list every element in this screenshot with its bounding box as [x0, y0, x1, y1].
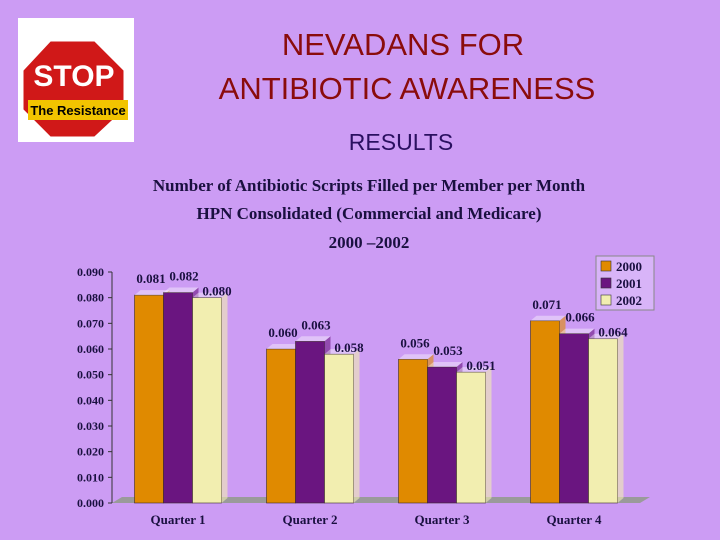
y-tick-label: 0.060 — [77, 342, 104, 356]
bar-side — [353, 349, 360, 503]
slide-subtitle: RESULTS — [349, 129, 453, 155]
y-tick-label: 0.030 — [77, 419, 104, 433]
x-tick-label: Quarter 4 — [547, 512, 602, 527]
x-tick-label: Quarter 3 — [415, 512, 470, 527]
bar-top — [398, 354, 434, 360]
bar — [530, 320, 560, 504]
chart-title: Number of Antibiotic Scripts Filled per … — [153, 176, 586, 195]
x-tick-label: Quarter 2 — [283, 512, 338, 527]
bar — [588, 338, 618, 504]
value-label: 0.064 — [598, 325, 628, 340]
legend-label: 2002 — [616, 293, 642, 308]
plot: 0.000 0.010 0.020 0.030 0.040 0.050 0.060 0.070… — [77, 255, 655, 527]
bar-top — [530, 315, 566, 321]
bar — [163, 292, 193, 504]
bar-top — [134, 290, 170, 296]
bar-side — [485, 367, 492, 503]
value-label: 0.082 — [169, 269, 198, 284]
chart-title: 2000 –2002 — [329, 233, 410, 252]
slide-title: NEVADANS FOR — [282, 27, 524, 62]
bar — [324, 353, 354, 504]
value-label: 0.056 — [400, 335, 430, 350]
value-label: 0.063 — [301, 317, 331, 332]
value-label: 0.080 — [202, 284, 231, 299]
floor — [112, 497, 650, 503]
bar-top — [588, 333, 624, 339]
legend-label: 2000 — [616, 259, 642, 274]
legend-label: 2001 — [616, 276, 642, 291]
logo-banner-bg — [28, 100, 128, 120]
value-label: 0.051 — [466, 358, 495, 373]
chart-title: HPN Consolidated (Commercial and Medicar… — [197, 204, 542, 223]
bar-top — [427, 361, 463, 367]
bar-top — [266, 344, 302, 349]
value-label: 0.053 — [433, 343, 463, 358]
y-tick-label: 0.050 — [77, 368, 104, 382]
value-label: 0.071 — [532, 297, 561, 312]
y-tick-label: 0.020 — [77, 445, 104, 459]
bar-top — [192, 292, 228, 298]
logo-banner: The Resistance — [30, 103, 125, 118]
bar — [456, 371, 486, 504]
y-tick-label: 0.010 — [77, 470, 104, 484]
y-tick-label: 0.080 — [77, 291, 104, 305]
bar — [266, 348, 296, 504]
value-label: 0.060 — [268, 325, 297, 340]
x-tick-label: Quarter 1 — [151, 512, 206, 527]
bar — [427, 366, 457, 504]
bar-side — [221, 292, 228, 503]
bar — [134, 294, 164, 504]
bar-top — [324, 349, 360, 355]
logo: STOP The Resistance — [18, 18, 134, 142]
bar — [192, 297, 222, 504]
legend-swatch — [600, 277, 612, 289]
y-tick-label: 0.070 — [77, 316, 104, 330]
y-tick-label: 0.040 — [77, 393, 104, 407]
logo-stop: STOP — [33, 60, 114, 93]
bar-side — [617, 333, 624, 503]
bar — [295, 340, 325, 504]
value-label: 0.058 — [334, 340, 364, 355]
value-label: 0.081 — [136, 271, 165, 286]
y-tick-label: 0.090 — [77, 265, 104, 279]
bar-top — [295, 336, 331, 342]
bar-top — [559, 328, 595, 334]
bar — [559, 333, 589, 504]
y-tick-label: 0.000 — [77, 496, 104, 510]
legend-swatch — [600, 294, 612, 306]
bar — [398, 358, 428, 504]
bar-top — [456, 367, 492, 373]
legend-swatch — [600, 260, 612, 272]
slide-title: ANTIBIOTIC AWARENESS — [219, 71, 596, 106]
bar-top — [163, 287, 199, 293]
value-label: 0.066 — [565, 310, 595, 325]
